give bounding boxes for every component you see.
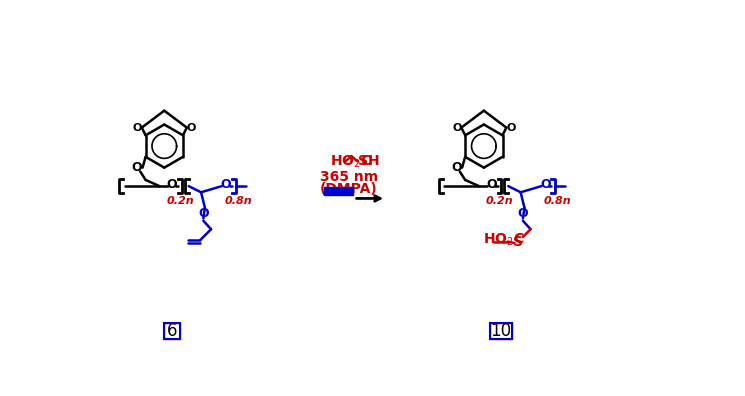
Text: O: O xyxy=(166,178,177,191)
Bar xyxy=(163,323,180,339)
Text: 0.8n: 0.8n xyxy=(544,196,571,206)
Text: S: S xyxy=(513,234,523,249)
Text: 10: 10 xyxy=(490,322,511,340)
Text: O: O xyxy=(518,208,528,220)
Text: O: O xyxy=(221,178,231,191)
Text: HO$_2$C: HO$_2$C xyxy=(483,232,524,248)
Text: 0.8n: 0.8n xyxy=(224,196,252,206)
Text: O: O xyxy=(187,123,196,133)
Text: O: O xyxy=(451,161,462,174)
Text: O: O xyxy=(507,123,516,133)
Text: O: O xyxy=(132,161,142,174)
Text: 0.2n: 0.2n xyxy=(486,196,513,206)
Text: 6: 6 xyxy=(167,322,177,340)
Text: O: O xyxy=(133,123,142,133)
Text: O: O xyxy=(452,123,461,133)
Text: 365 nm: 365 nm xyxy=(320,170,378,184)
Text: O: O xyxy=(198,208,209,220)
Bar xyxy=(490,323,512,339)
Text: HO$_2$C: HO$_2$C xyxy=(330,153,371,169)
Bar xyxy=(163,323,180,339)
Text: O: O xyxy=(486,178,497,191)
Bar xyxy=(323,187,353,195)
Text: SH: SH xyxy=(358,154,380,168)
Text: 0.2n: 0.2n xyxy=(166,196,194,206)
Text: (DMPA): (DMPA) xyxy=(320,182,378,196)
Bar xyxy=(490,323,512,339)
Text: O: O xyxy=(540,178,551,191)
